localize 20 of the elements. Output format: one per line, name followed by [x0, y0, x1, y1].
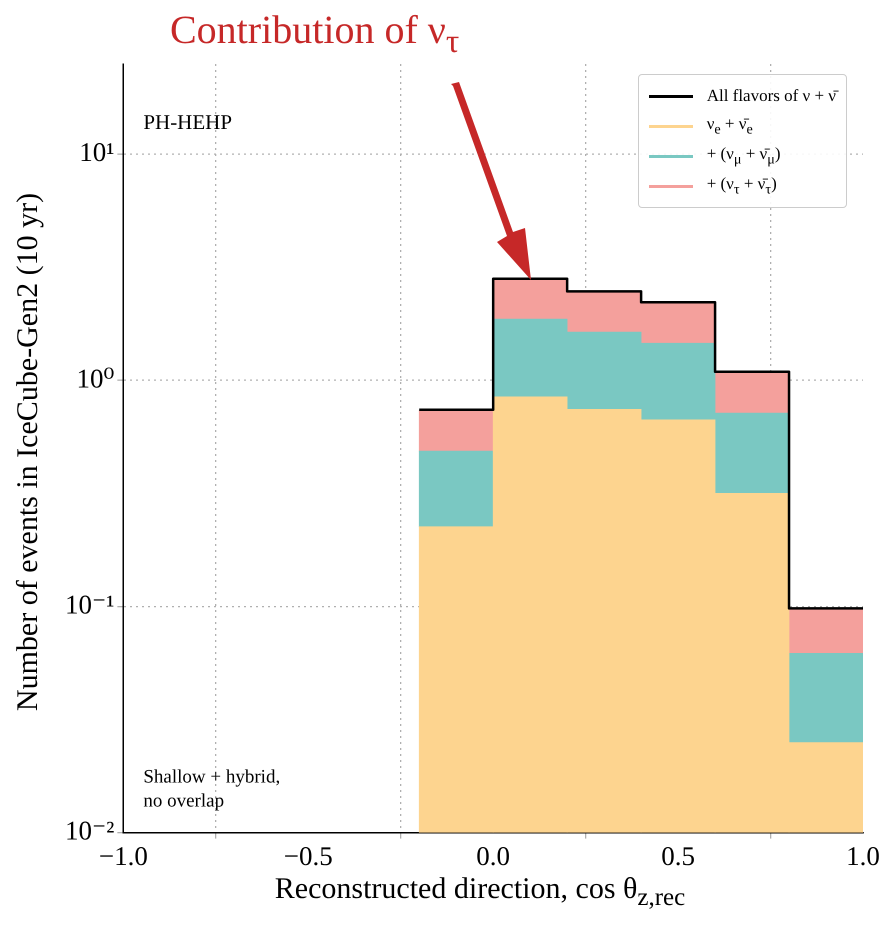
y-tick-label: 10⁻¹: [64, 590, 114, 620]
bar: [788, 653, 863, 743]
legend-label: + (ν$_{τ}$ + ν̄$_{τ}$): [706, 174, 777, 198]
y-tick-label: 10⁰: [76, 363, 115, 394]
legend-label: + (ν$_{μ}$ + ν̄$_{μ}$): [706, 144, 781, 168]
x-tick-label: 1.0: [846, 840, 880, 871]
bar: [788, 608, 863, 654]
x-axis-title: Reconstructed direction, cos θ$_{z,rec}$: [274, 872, 686, 912]
y-tick-label: 10¹: [79, 137, 114, 168]
x-tick-label: 0.0: [476, 840, 510, 871]
text: Contribution of ν$_{τ}$: [170, 6, 460, 61]
x-tick-label: −0.5: [284, 840, 333, 871]
annotation: Shallow + hybrid, no overlap: [143, 766, 280, 812]
bar: [714, 372, 790, 414]
legend-label: ν$_{e}$ + ν̄$_{e}$: [706, 114, 753, 138]
bar: [418, 450, 494, 528]
annotation: PH-HEHP: [143, 110, 232, 134]
y-axis-title: Number of events in IceCube-Gen2 (10 yr): [11, 192, 45, 712]
bar: [418, 410, 494, 452]
x-tick-label: 0.5: [661, 840, 695, 871]
